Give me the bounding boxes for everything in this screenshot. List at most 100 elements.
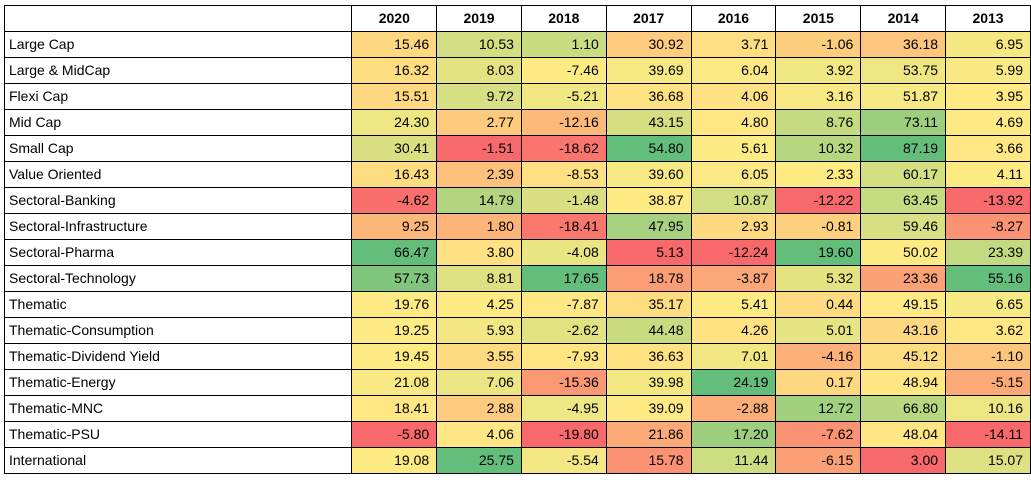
table-row: Thematic-MNC 18.41 2.88 -4.95 39.09 -2.88 12.7… <box>3 395 1031 422</box>
table-row: Flexi Cap 15.51 9.72 -5.21 36.68 4.06 3.16 51.8… <box>3 83 1031 110</box>
column-header-2014: 2014 <box>860 5 947 32</box>
row-label: Thematic-PSU <box>3 421 353 448</box>
heatmap-cell: 2.93 <box>690 213 777 240</box>
heatmap-cell: 36.18 <box>860 31 947 58</box>
heatmap-cell: -7.93 <box>520 343 607 370</box>
table-row: Thematic-Consumption 19.25 5.93 -2.62 44.48 4… <box>3 317 1031 344</box>
heatmap-cell: -4.62 <box>351 187 438 214</box>
heatmap-cell: 8.76 <box>775 109 862 136</box>
heatmap-cell: 36.63 <box>605 343 692 370</box>
heatmap-cell: 4.80 <box>690 109 777 136</box>
heatmap-cell: 6.95 <box>945 31 1031 58</box>
heatmap-cell: 39.60 <box>605 161 692 188</box>
row-label: International <box>3 447 353 474</box>
heatmap-cell: 2.33 <box>775 161 862 188</box>
heatmap-cell: -15.36 <box>520 369 607 396</box>
column-header-2018: 2018 <box>520 5 607 32</box>
heatmap-cell: -12.16 <box>520 109 607 136</box>
heatmap-cell: 10.32 <box>775 135 862 162</box>
heatmap-cell: 38.87 <box>605 187 692 214</box>
heatmap-cell: 39.69 <box>605 57 692 84</box>
heatmap-cell: 18.41 <box>351 395 438 422</box>
table-body: Large Cap 15.46 10.53 1.10 30.92 3.71 -1.06 36.… <box>3 31 1031 474</box>
heatmap-cell: 24.19 <box>690 369 777 396</box>
row-label: Thematic <box>3 291 353 318</box>
heatmap-cell: 48.94 <box>860 369 947 396</box>
heatmap-cell: 5.93 <box>436 317 522 344</box>
heatmap-cell: -2.62 <box>520 317 607 344</box>
heatmap-cell: 8.03 <box>436 57 522 84</box>
heatmap-cell: 39.98 <box>605 369 692 396</box>
heatmap-cell: 43.16 <box>860 317 947 344</box>
heatmap-cell: 19.60 <box>775 239 862 266</box>
heatmap-cell: 43.15 <box>605 109 692 136</box>
heatmap-cell: 15.78 <box>605 447 692 474</box>
heatmap-cell: 10.16 <box>945 395 1031 422</box>
heatmap-cell: -8.27 <box>945 213 1031 240</box>
heatmap-cell: 0.17 <box>775 369 862 396</box>
heatmap-cell: -7.62 <box>775 421 862 448</box>
heatmap-cell: 19.76 <box>351 291 438 318</box>
heatmap-cell: 24.30 <box>351 109 438 136</box>
heatmap-cell: -5.15 <box>945 369 1031 396</box>
heatmap-cell: -14.11 <box>945 421 1031 448</box>
heatmap-cell: -12.22 <box>775 187 862 214</box>
column-header-2015: 2015 <box>775 5 862 32</box>
heatmap-cell: -2.88 <box>690 395 777 422</box>
column-header-2019: 2019 <box>436 5 522 32</box>
table-row: Sectoral-Banking -4.62 14.79 -1.48 38.87 10.8… <box>3 187 1031 214</box>
table-row: Small Cap 30.41 -1.51 -18.62 54.80 5.61 10.32 8… <box>3 135 1031 162</box>
table-row: Thematic-Energy 21.08 7.06 -15.36 39.98 24.19… <box>3 369 1031 396</box>
heatmap-cell: 5.01 <box>775 317 862 344</box>
heatmap-cell: 47.95 <box>605 213 692 240</box>
table-row: Thematic-PSU -5.80 4.06 -19.80 21.86 17.20 -7.… <box>3 421 1031 448</box>
heatmap-cell: 16.43 <box>351 161 438 188</box>
heatmap-cell: 21.08 <box>351 369 438 396</box>
heatmap-cell: 50.02 <box>860 239 947 266</box>
heatmap-cell: 0.44 <box>775 291 862 318</box>
heatmap-cell: 5.99 <box>945 57 1031 84</box>
heatmap-cell: -1.10 <box>945 343 1031 370</box>
heatmap-cell: 6.05 <box>690 161 777 188</box>
heatmap-cell: 5.32 <box>775 265 862 292</box>
heatmap-cell: -7.87 <box>520 291 607 318</box>
row-label: Sectoral-Pharma <box>3 239 353 266</box>
heatmap-cell: 30.41 <box>351 135 438 162</box>
corner-cell <box>3 5 353 32</box>
heatmap-cell: 3.80 <box>436 239 522 266</box>
heatmap-cell: 18.78 <box>605 265 692 292</box>
heatmap-cell: 66.80 <box>860 395 947 422</box>
heatmap-cell: 51.87 <box>860 83 947 110</box>
row-label: Flexi Cap <box>3 83 353 110</box>
heatmap-cell: 4.11 <box>945 161 1031 188</box>
row-label: Thematic-Consumption <box>3 317 353 344</box>
heatmap-cell: 16.32 <box>351 57 438 84</box>
heatmap-cell: 19.25 <box>351 317 438 344</box>
heatmap-cell: -8.53 <box>520 161 607 188</box>
heatmap-cell: 3.16 <box>775 83 862 110</box>
heatmap-cell: 15.51 <box>351 83 438 110</box>
heatmap-cell: -5.21 <box>520 83 607 110</box>
heatmap-cell: -1.48 <box>520 187 607 214</box>
heatmap-cell: 3.55 <box>436 343 522 370</box>
heatmap-cell: 54.80 <box>605 135 692 162</box>
heatmap-cell: 60.17 <box>860 161 947 188</box>
heatmap-cell: 25.75 <box>436 447 522 474</box>
heatmap-cell: -19.80 <box>520 421 607 448</box>
heatmap-cell: 4.06 <box>436 421 522 448</box>
heatmap-cell: -13.92 <box>945 187 1031 214</box>
heatmap-cell: 15.46 <box>351 31 438 58</box>
heatmap-cell: 49.15 <box>860 291 947 318</box>
row-label: Sectoral-Infrastructure <box>3 213 353 240</box>
heatmap-cell: -5.54 <box>520 447 607 474</box>
heatmap-cell: 3.66 <box>945 135 1031 162</box>
heatmap-cell: 30.92 <box>605 31 692 58</box>
heatmap-cell: 21.86 <box>605 421 692 448</box>
table-row: Mid Cap 24.30 2.77 -12.16 43.15 4.80 8.76 73.11… <box>3 109 1031 136</box>
heatmap-cell: 55.16 <box>945 265 1031 292</box>
column-header-2017: 2017 <box>605 5 692 32</box>
heatmap-cell: 66.47 <box>351 239 438 266</box>
heatmap-cell: 1.10 <box>520 31 607 58</box>
returns-table: 2020 2019 2018 2017 2016 2015 2014 2013 Large C… <box>3 5 1031 474</box>
heatmap-cell: 7.01 <box>690 343 777 370</box>
